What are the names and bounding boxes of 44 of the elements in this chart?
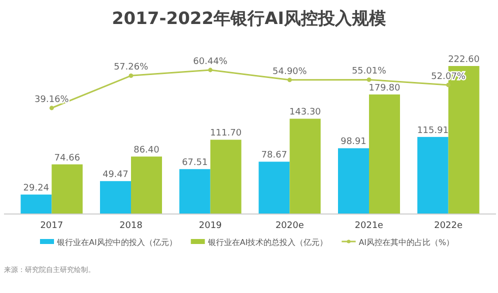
legend-label: 银行业在AI技术的总投入（亿元）: [206, 238, 328, 247]
x-tick-label: 2019: [198, 221, 222, 231]
data-label: 29.24: [23, 184, 50, 194]
data-label: 111.70: [210, 128, 242, 139]
bar: [52, 164, 83, 214]
data-label: 179.80: [368, 83, 401, 94]
legend-label: AI风控在其中的占比（%）: [358, 238, 454, 247]
data-label: 54.90%: [272, 66, 308, 77]
bar: [258, 162, 290, 214]
data-label: 74.66: [54, 153, 80, 164]
x-tick-label: 2022e: [434, 221, 464, 231]
chart-title: 2017-2022年银行AI风控投入规模: [112, 9, 386, 29]
bar: [20, 194, 52, 214]
bar: [417, 136, 448, 214]
data-label: 60.44%: [193, 57, 228, 67]
x-tick-label: 2021e: [354, 221, 384, 231]
data-label: 143.30: [289, 108, 322, 118]
legend-label: 银行业在AI风控中的投入（亿元）: [56, 238, 177, 247]
bar: [338, 148, 369, 214]
bar: [131, 156, 162, 214]
bar: [179, 169, 210, 214]
point: [446, 82, 451, 88]
x-tick-label: 2017: [40, 221, 64, 231]
data-label: 115.91: [417, 126, 449, 136]
data-label: 49.47: [102, 170, 128, 180]
point: [208, 68, 213, 72]
data-label: 57.26%: [114, 62, 149, 73]
bar: [290, 118, 321, 214]
data-label: 98.91: [340, 137, 366, 148]
point: [366, 77, 372, 82]
x-tick-label: 2020e: [275, 221, 304, 231]
bar: [100, 181, 131, 214]
point: [128, 73, 134, 78]
data-label: 222.60: [448, 55, 480, 65]
data-label: 86.40: [134, 146, 160, 156]
data-label: 55.01%: [352, 66, 387, 77]
bar: [210, 140, 242, 214]
point: [287, 78, 292, 82]
x-tick-label: 2018: [120, 221, 143, 231]
point: [49, 106, 54, 110]
data-label: 78.67: [261, 150, 288, 161]
data-label: 67.51: [182, 158, 208, 168]
bar: [369, 94, 400, 214]
data-label: 39.16%: [34, 95, 70, 105]
